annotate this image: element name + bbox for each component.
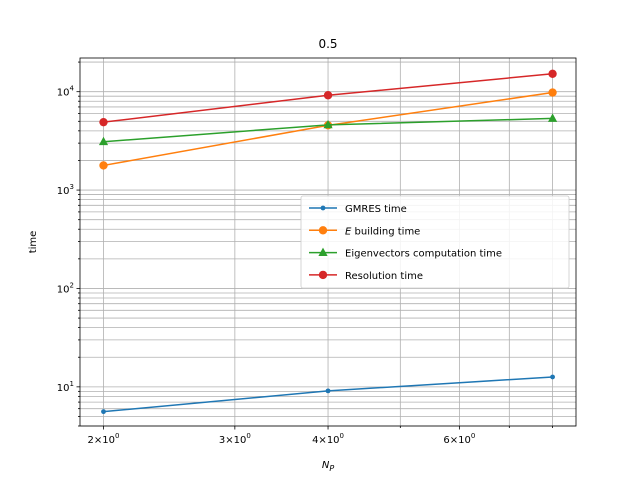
data-point bbox=[98, 136, 109, 146]
y-tick-label: 103 bbox=[57, 183, 74, 197]
data-point bbox=[548, 88, 557, 97]
data-point bbox=[323, 119, 333, 129]
legend-label: GMRES time bbox=[345, 204, 407, 215]
data-point bbox=[550, 374, 555, 380]
y-tick-label: 104 bbox=[57, 85, 75, 99]
x-tick-label: 4×100 bbox=[312, 432, 344, 446]
legend-label: Eigenvectors computation time bbox=[345, 249, 502, 260]
legend-marker bbox=[318, 247, 328, 256]
x-tick-label: 6×100 bbox=[443, 432, 475, 446]
series-layer bbox=[98, 69, 558, 415]
data-point bbox=[323, 91, 333, 100]
series-resolution-time bbox=[99, 69, 557, 127]
legend-item: E building time bbox=[309, 226, 420, 237]
legend-item: GMRES time bbox=[309, 204, 407, 215]
legend: GMRES time E building time Eigenvectors co… bbox=[300, 195, 570, 289]
legend-box bbox=[300, 195, 570, 289]
legend-marker bbox=[318, 270, 328, 280]
y-tick-label: 102 bbox=[57, 281, 74, 295]
x-tick-label: 3×100 bbox=[219, 432, 251, 446]
legend-item: Resolution time bbox=[309, 270, 423, 282]
legend-marker bbox=[320, 205, 326, 211]
x-axis-label: NP bbox=[322, 460, 334, 473]
series-eigenvectors-computation-time bbox=[98, 113, 558, 146]
legend-label: Resolution time bbox=[345, 271, 423, 282]
axis-ticks: 2×100 3×100 4×100 6×100 101 102 103 104 bbox=[57, 61, 553, 446]
legend-label: E building time bbox=[345, 226, 420, 237]
data-point bbox=[548, 69, 557, 78]
chart-title: 0.5 bbox=[318, 37, 337, 51]
data-point bbox=[99, 161, 108, 170]
data-point bbox=[547, 113, 558, 122]
data-point bbox=[325, 388, 331, 394]
legend-marker bbox=[318, 226, 328, 235]
y-tick-label: 101 bbox=[57, 380, 74, 394]
legend-item: Eigenvectors computation time bbox=[309, 247, 502, 260]
data-point bbox=[101, 409, 106, 415]
y-axis-label: time bbox=[28, 231, 39, 254]
series-gmres-time bbox=[101, 374, 555, 415]
data-point bbox=[99, 117, 108, 127]
x-tick-label: 2×100 bbox=[88, 432, 120, 446]
